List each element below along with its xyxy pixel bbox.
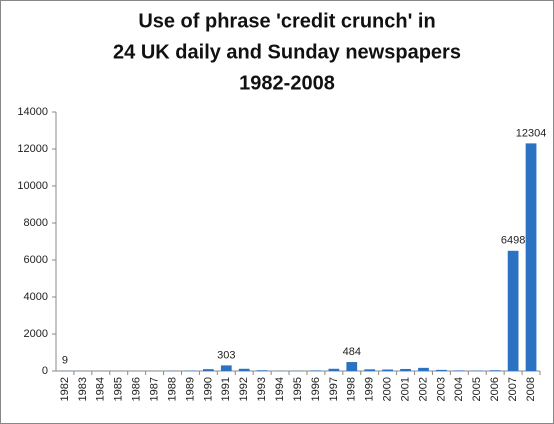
bar xyxy=(328,368,340,371)
x-tick-label: 1995 xyxy=(292,377,304,401)
x-tick-label: 2002 xyxy=(417,377,429,401)
bar xyxy=(453,370,465,371)
bar xyxy=(310,370,322,371)
x-tick-label: 1996 xyxy=(310,377,322,401)
bar xyxy=(364,369,376,371)
x-tick-label: 1991 xyxy=(220,377,232,401)
x-tick-label: 1993 xyxy=(256,377,268,401)
x-tick-label: 1992 xyxy=(238,377,250,401)
bar xyxy=(346,362,358,371)
bar xyxy=(507,250,519,371)
x-tick-label: 1990 xyxy=(202,377,214,401)
y-tick-label: 10000 xyxy=(17,180,48,192)
x-tick-label: 1982 xyxy=(59,377,71,401)
x-tick-label: 2005 xyxy=(471,377,483,401)
bar xyxy=(436,369,447,371)
x-tick-label: 1984 xyxy=(95,377,107,401)
y-tick-label: 6000 xyxy=(24,254,48,266)
x-tick-label: 1987 xyxy=(148,377,160,401)
bar xyxy=(238,368,250,371)
bar xyxy=(525,143,537,371)
bar xyxy=(418,367,429,371)
x-tick-label: 2007 xyxy=(507,377,519,401)
x-tick-label: 2001 xyxy=(399,377,411,401)
x-tick-label: 1994 xyxy=(274,377,286,401)
data-label: 6498 xyxy=(501,235,525,247)
x-tick-label: 2004 xyxy=(453,377,465,401)
bar xyxy=(489,370,501,371)
bar xyxy=(382,369,394,371)
x-tick-label: 1999 xyxy=(364,377,376,401)
x-tick-label: 2003 xyxy=(435,377,447,401)
bar xyxy=(256,370,268,371)
chart-title: 1982-2008 xyxy=(239,72,335,94)
y-tick-label: 8000 xyxy=(24,217,48,229)
y-tick-label: 2000 xyxy=(24,328,48,340)
data-label: 12304 xyxy=(516,127,547,139)
x-tick-label: 1988 xyxy=(166,377,178,401)
x-tick-label: 1986 xyxy=(131,377,143,401)
y-tick-label: 12000 xyxy=(17,143,48,155)
bar xyxy=(220,365,232,371)
chart-title: Use of phrase 'credit crunch' in xyxy=(138,10,435,32)
x-tick-label: 2008 xyxy=(525,377,537,401)
x-tick-label: 1997 xyxy=(328,377,340,401)
data-label: 484 xyxy=(343,346,361,358)
bar xyxy=(400,368,411,371)
y-tick-label: 4000 xyxy=(24,291,48,303)
x-tick-label: 1998 xyxy=(346,377,358,401)
x-tick-label: 1985 xyxy=(113,377,125,401)
data-label: 303 xyxy=(217,349,235,361)
chart-title: 24 UK daily and Sunday newspapers xyxy=(113,41,461,63)
x-tick-label: 1989 xyxy=(184,377,196,401)
data-label: 9 xyxy=(62,355,68,367)
x-tick-label: 2000 xyxy=(382,377,394,401)
x-tick-label: 1983 xyxy=(77,377,89,401)
x-tick-label: 2006 xyxy=(489,377,501,401)
bar xyxy=(202,369,214,371)
y-tick-label: 14000 xyxy=(17,106,48,118)
y-tick-label: 0 xyxy=(42,365,48,377)
